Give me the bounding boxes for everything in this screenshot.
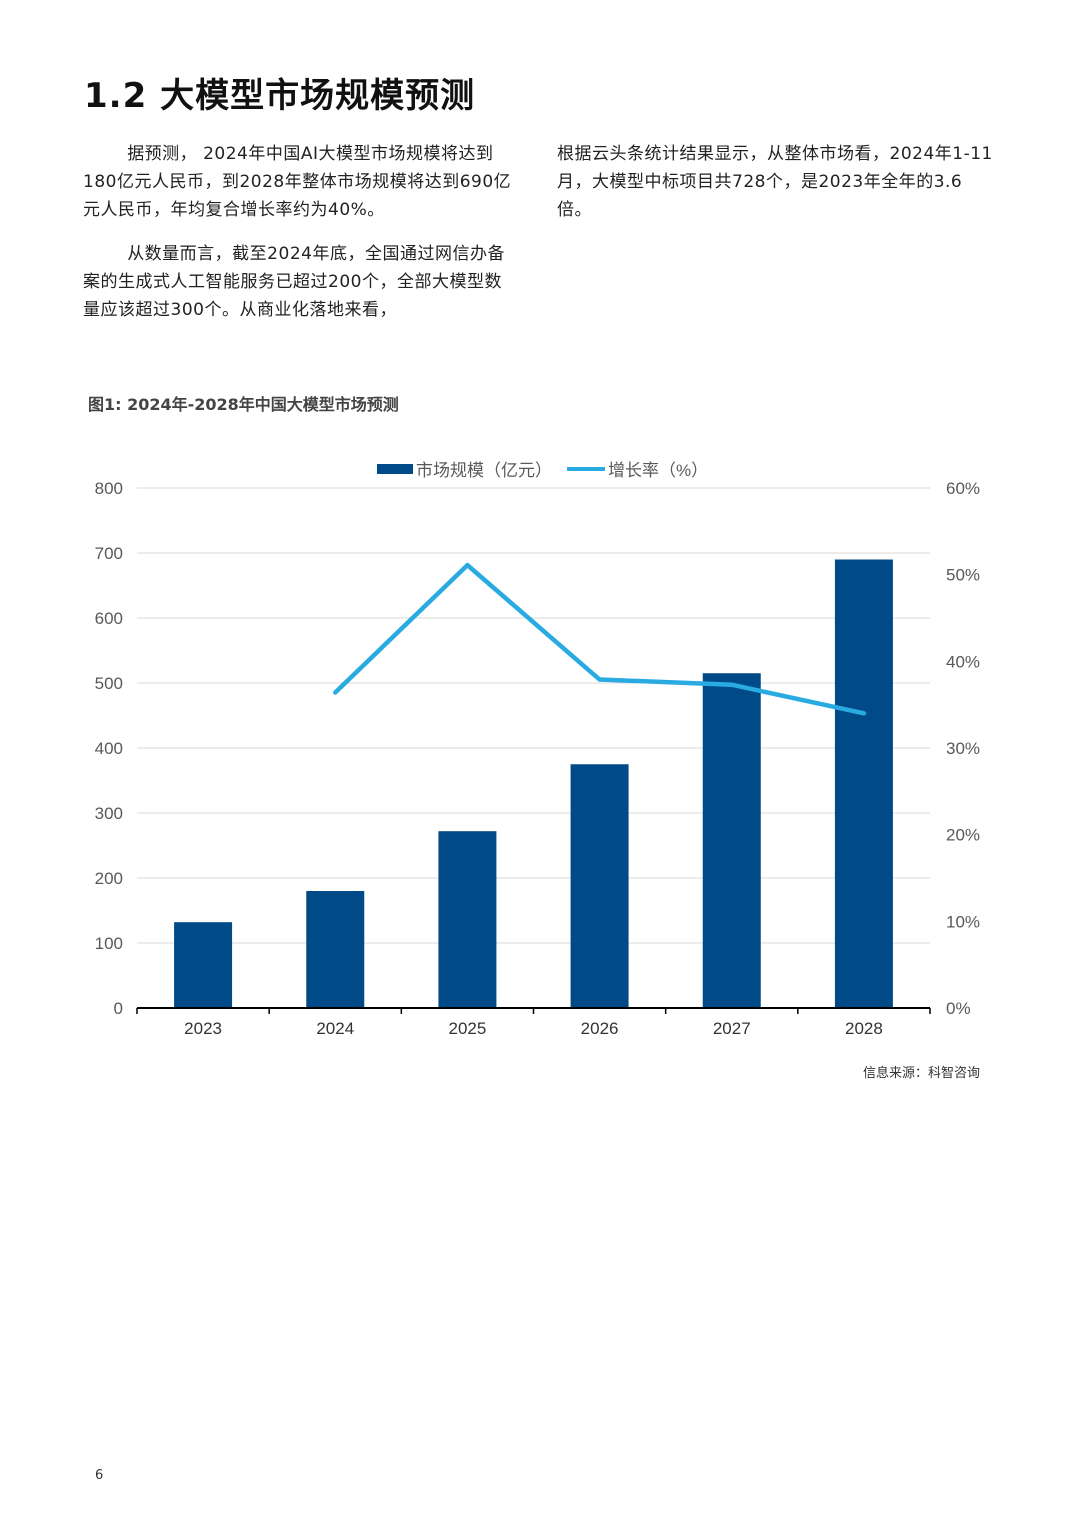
y-left-tick-label: 600 <box>95 609 123 628</box>
right-text-column: 根据云头条统计结果显示，从整体市场看，2024年1-11月，大模型中标项目共72… <box>557 140 997 240</box>
growth-rate-line <box>333 562 867 716</box>
left-y-ticks: 0 100 200 300 400 500 600 700 800 <box>95 479 123 1018</box>
y-right-tick-label: 40% <box>946 652 980 671</box>
y-left-tick-label: 500 <box>95 674 123 693</box>
source-note: 信息来源：科智咨询 <box>862 1066 980 1081</box>
bar-2027 <box>702 673 761 1008</box>
y-right-tick-label: 50% <box>946 566 980 585</box>
y-left-tick-label: 400 <box>95 739 123 758</box>
y-right-tick-label: 10% <box>946 912 980 931</box>
x-tick-label: 2024 <box>316 1019 354 1038</box>
y-right-tick-label: 20% <box>946 826 980 845</box>
bar-2023 <box>174 922 233 1008</box>
grid-lines <box>137 487 930 944</box>
y-left-tick-label: 200 <box>95 869 123 888</box>
right-y-ticks: 0% 10% 20% 30% 40% 50% 60% <box>946 479 980 1018</box>
bar-2025 <box>438 831 497 1008</box>
paragraph-quantity: 从数量而言，截至2024年底，全国通过网信办备案的生成式人工智能服务已超过200… <box>83 244 505 320</box>
y-left-tick-label: 700 <box>95 544 123 563</box>
section-title: 1.2 大模型市场规模预测 <box>84 76 476 116</box>
figure-caption: 图1: 2024年-2028年中国大模型市场预测 <box>88 395 399 414</box>
paragraph-bids: 根据云头条统计结果显示，从整体市场看，2024年1-11月，大模型中标项目共72… <box>557 144 993 220</box>
page-number: 6 <box>95 1468 104 1483</box>
x-tick-label: 2027 <box>713 1019 751 1038</box>
y-left-tick-label: 0 <box>114 999 123 1018</box>
y-right-tick-label: 0% <box>946 999 971 1018</box>
x-tick-label: 2025 <box>449 1019 487 1038</box>
chart-legend: 市场规模（亿元） 增长率（%） <box>377 461 708 480</box>
y-right-tick-label: 60% <box>946 479 980 498</box>
legend-swatch-bar <box>377 464 413 474</box>
y-left-tick-label: 100 <box>95 934 123 953</box>
market-forecast-chart: 0 100 200 300 400 500 600 700 800 0% 10% 20% 30% 40%… <box>95 461 980 1038</box>
bar-2026 <box>570 764 629 1008</box>
bars <box>174 559 893 1008</box>
y-right-tick-label: 30% <box>946 739 980 758</box>
x-ticks: 2023 2024 2025 2026 2027 2028 <box>184 1019 883 1038</box>
bar-2028 <box>834 559 893 1008</box>
x-tick-label: 2023 <box>184 1019 222 1038</box>
x-tick-label: 2028 <box>845 1019 883 1038</box>
y-left-tick-label: 800 <box>95 479 123 498</box>
x-axis <box>136 1007 931 1014</box>
bar-2024 <box>306 891 365 1008</box>
growth-line <box>333 562 867 716</box>
legend-label-bar: 市场规模（亿元） <box>416 461 552 480</box>
legend-label-line: 增长率（%） <box>608 461 708 480</box>
left-text-column: 据预测， 2024年中国AI大模型市场规模将达到180亿元人民币，到2028年整… <box>83 140 518 340</box>
y-left-tick-label: 300 <box>95 804 123 823</box>
x-tick-label: 2026 <box>581 1019 619 1038</box>
paragraph-forecast: 据预测， 2024年中国AI大模型市场规模将达到180亿元人民币，到2028年整… <box>83 144 512 220</box>
